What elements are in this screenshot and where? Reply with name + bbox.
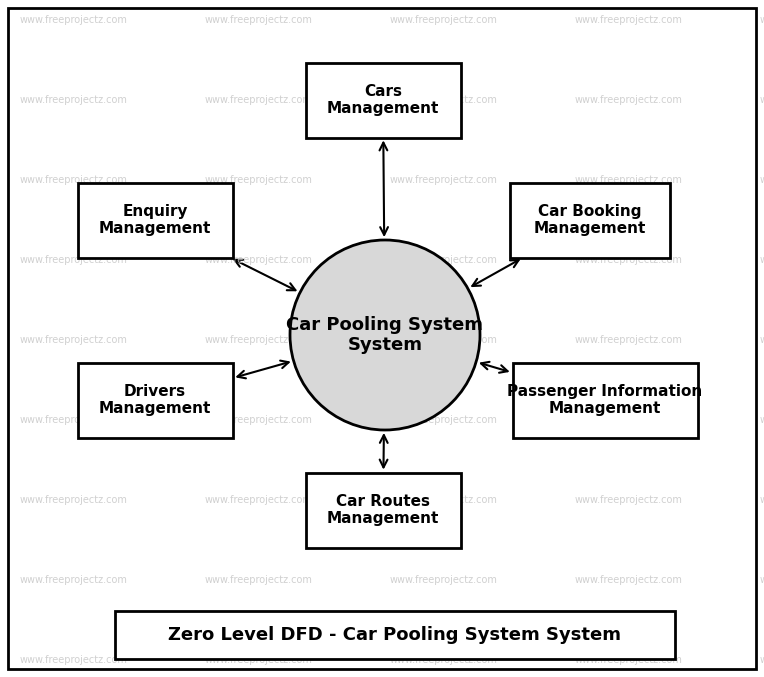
Text: www.freeprojectz.com: www.freeprojectz.com (760, 255, 764, 265)
Text: www.freeprojectz.com: www.freeprojectz.com (760, 335, 764, 345)
Text: Passenger Information
Management: Passenger Information Management (507, 384, 703, 416)
Text: www.freeprojectz.com: www.freeprojectz.com (575, 175, 683, 185)
Text: www.freeprojectz.com: www.freeprojectz.com (205, 415, 313, 425)
Text: www.freeprojectz.com: www.freeprojectz.com (390, 415, 498, 425)
Text: www.freeprojectz.com: www.freeprojectz.com (760, 575, 764, 585)
Text: www.freeprojectz.com: www.freeprojectz.com (20, 575, 128, 585)
FancyBboxPatch shape (77, 183, 232, 257)
Text: Cars
Management: Cars Management (327, 84, 439, 116)
Text: www.freeprojectz.com: www.freeprojectz.com (760, 655, 764, 665)
Text: www.freeprojectz.com: www.freeprojectz.com (205, 335, 313, 345)
FancyBboxPatch shape (115, 611, 675, 659)
Circle shape (290, 240, 480, 430)
Text: www.freeprojectz.com: www.freeprojectz.com (760, 495, 764, 505)
Text: www.freeprojectz.com: www.freeprojectz.com (205, 575, 313, 585)
Text: www.freeprojectz.com: www.freeprojectz.com (205, 495, 313, 505)
Text: www.freeprojectz.com: www.freeprojectz.com (20, 175, 128, 185)
Text: www.freeprojectz.com: www.freeprojectz.com (760, 415, 764, 425)
Text: www.freeprojectz.com: www.freeprojectz.com (205, 255, 313, 265)
Text: www.freeprojectz.com: www.freeprojectz.com (205, 175, 313, 185)
Text: www.freeprojectz.com: www.freeprojectz.com (390, 175, 498, 185)
Text: www.freeprojectz.com: www.freeprojectz.com (390, 335, 498, 345)
Text: www.freeprojectz.com: www.freeprojectz.com (575, 655, 683, 665)
Text: www.freeprojectz.com: www.freeprojectz.com (20, 415, 128, 425)
Text: www.freeprojectz.com: www.freeprojectz.com (575, 495, 683, 505)
Text: www.freeprojectz.com: www.freeprojectz.com (575, 255, 683, 265)
Text: Car Booking
Management: Car Booking Management (534, 204, 646, 236)
Text: Enquiry
Management: Enquiry Management (99, 204, 211, 236)
FancyBboxPatch shape (77, 362, 232, 437)
Text: www.freeprojectz.com: www.freeprojectz.com (205, 15, 313, 25)
Text: www.freeprojectz.com: www.freeprojectz.com (20, 95, 128, 105)
Text: www.freeprojectz.com: www.freeprojectz.com (575, 95, 683, 105)
Text: www.freeprojectz.com: www.freeprojectz.com (390, 655, 498, 665)
FancyBboxPatch shape (306, 473, 461, 548)
Text: www.freeprojectz.com: www.freeprojectz.com (390, 575, 498, 585)
Text: Drivers
Management: Drivers Management (99, 384, 211, 416)
FancyBboxPatch shape (306, 62, 461, 137)
Text: www.freeprojectz.com: www.freeprojectz.com (575, 415, 683, 425)
Text: www.freeprojectz.com: www.freeprojectz.com (575, 335, 683, 345)
Text: www.freeprojectz.com: www.freeprojectz.com (575, 15, 683, 25)
Text: www.freeprojectz.com: www.freeprojectz.com (20, 335, 128, 345)
FancyBboxPatch shape (510, 183, 670, 257)
Text: www.freeprojectz.com: www.freeprojectz.com (760, 95, 764, 105)
Text: www.freeprojectz.com: www.freeprojectz.com (205, 95, 313, 105)
Text: www.freeprojectz.com: www.freeprojectz.com (390, 495, 498, 505)
Text: www.freeprojectz.com: www.freeprojectz.com (390, 95, 498, 105)
Text: www.freeprojectz.com: www.freeprojectz.com (575, 575, 683, 585)
Text: Car Pooling System
System: Car Pooling System System (286, 315, 484, 354)
Text: www.freeprojectz.com: www.freeprojectz.com (20, 495, 128, 505)
Text: www.freeprojectz.com: www.freeprojectz.com (20, 255, 128, 265)
Text: www.freeprojectz.com: www.freeprojectz.com (390, 15, 498, 25)
Text: Car Routes
Management: Car Routes Management (327, 494, 439, 526)
Text: www.freeprojectz.com: www.freeprojectz.com (760, 15, 764, 25)
FancyBboxPatch shape (513, 362, 698, 437)
Text: www.freeprojectz.com: www.freeprojectz.com (20, 655, 128, 665)
Text: Zero Level DFD - Car Pooling System System: Zero Level DFD - Car Pooling System Syst… (169, 626, 621, 644)
Text: www.freeprojectz.com: www.freeprojectz.com (390, 255, 498, 265)
Text: www.freeprojectz.com: www.freeprojectz.com (760, 175, 764, 185)
Text: www.freeprojectz.com: www.freeprojectz.com (205, 655, 313, 665)
Text: www.freeprojectz.com: www.freeprojectz.com (20, 15, 128, 25)
